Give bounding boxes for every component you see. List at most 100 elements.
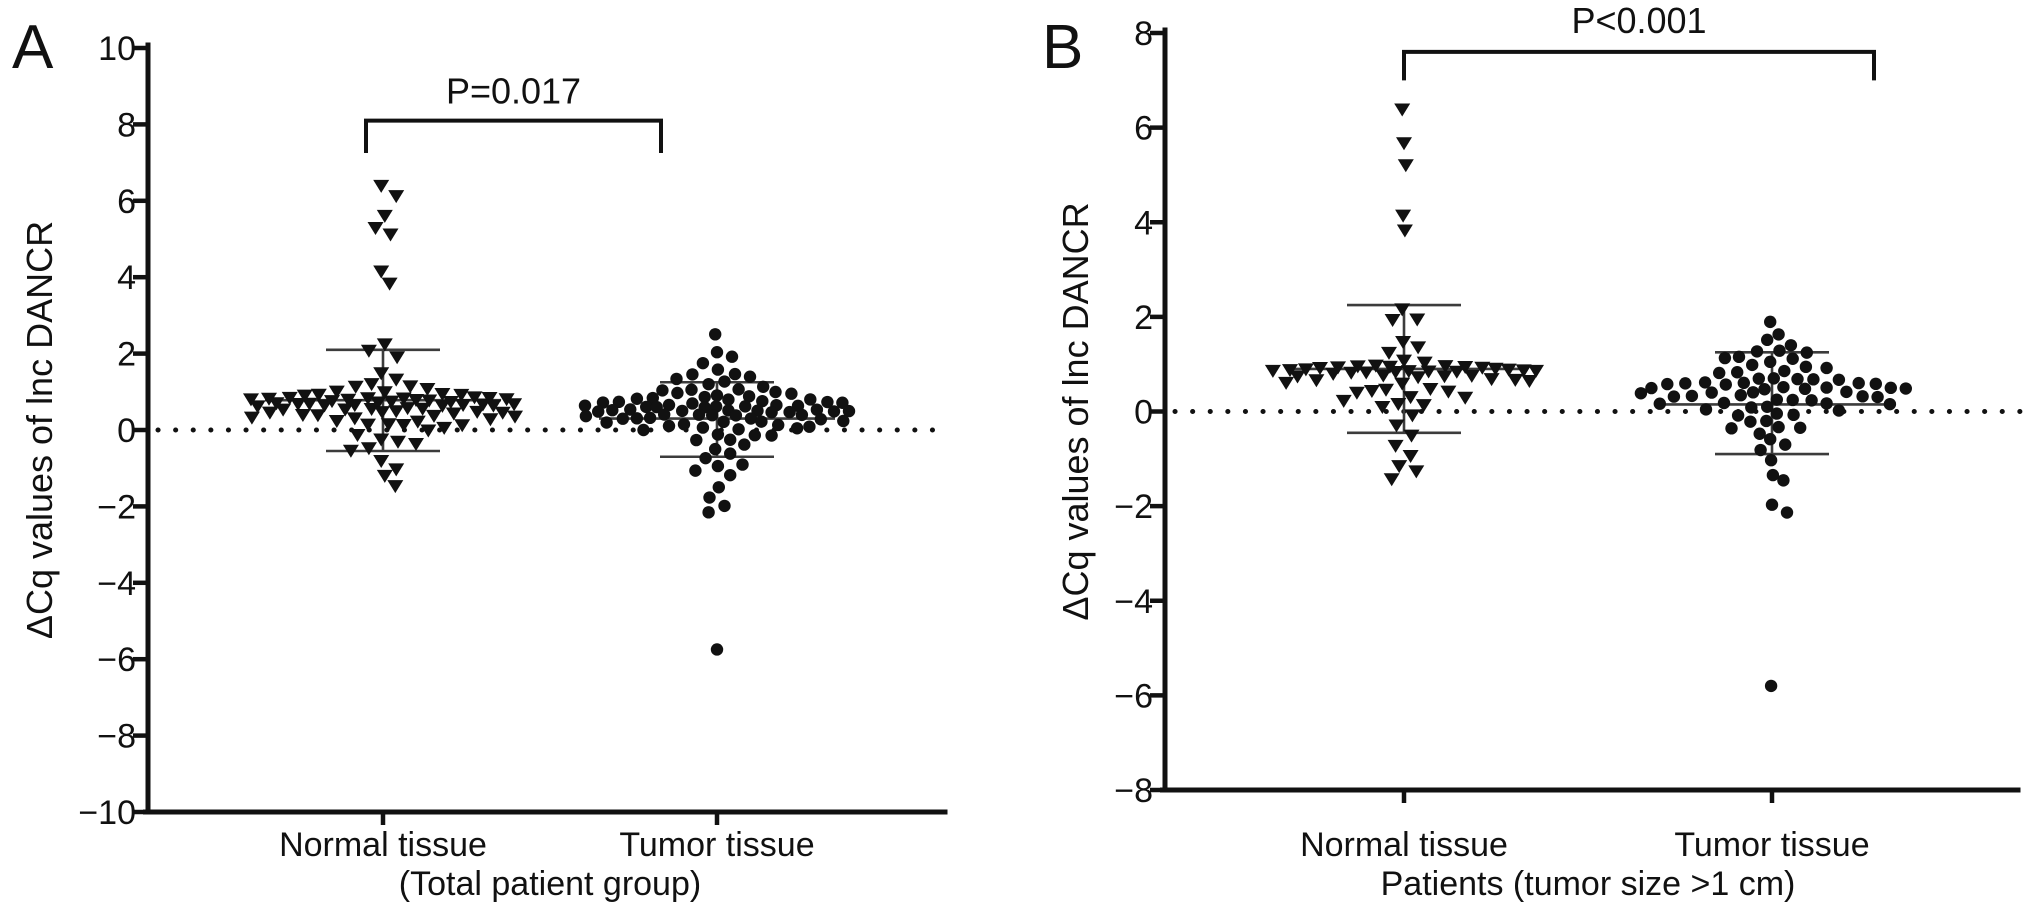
data-point — [1457, 391, 1474, 405]
data-point — [1761, 400, 1774, 413]
y-tick-label: 4 — [1134, 204, 1153, 242]
y-tick-label: 0 — [117, 412, 136, 450]
data-point — [1794, 421, 1807, 434]
data-point — [1367, 359, 1384, 373]
data-point — [1737, 376, 1750, 390]
data-point — [1507, 373, 1524, 387]
swarm-tumor — [578, 328, 856, 656]
data-point — [732, 383, 745, 396]
data-point — [1820, 361, 1833, 375]
data-point — [748, 429, 761, 442]
data-point — [1358, 366, 1375, 380]
data-point — [1645, 381, 1658, 395]
data-point — [373, 367, 390, 381]
data-point — [1420, 365, 1437, 379]
swarm-tumor — [1634, 315, 1912, 693]
data-point — [1770, 393, 1783, 406]
data-point — [1772, 328, 1785, 341]
data-point — [1312, 362, 1328, 376]
data-point — [1278, 376, 1295, 390]
data-point — [1422, 383, 1439, 397]
data-point — [1767, 372, 1780, 385]
data-point — [1758, 383, 1771, 396]
panel-b: 8 6 4 2 0 −2 −4 −6 −8 Normal tissue Tumor tissue Pa… — [1016, 0, 2032, 906]
data-point — [1396, 137, 1412, 151]
significance-bracket — [364, 118, 663, 154]
data-point — [743, 370, 757, 383]
data-point — [732, 423, 745, 436]
data-point — [1410, 371, 1427, 385]
data-point — [689, 464, 702, 477]
data-point — [434, 388, 451, 402]
data-point — [592, 405, 605, 418]
data-point — [1402, 449, 1419, 463]
category-label: Tumor tissue — [619, 826, 814, 864]
significance-bracket — [1402, 49, 1876, 81]
data-point — [387, 480, 404, 494]
data-point — [772, 418, 785, 432]
data-point — [363, 378, 380, 392]
data-point — [275, 403, 292, 417]
data-point — [1772, 420, 1785, 434]
data-point — [1731, 409, 1745, 422]
data-point — [1777, 380, 1790, 394]
data-point — [376, 469, 393, 483]
data-point — [1378, 383, 1394, 397]
data-point — [728, 367, 742, 381]
data-point — [1753, 427, 1766, 440]
data-point — [738, 438, 751, 451]
data-point — [388, 373, 405, 387]
data-point — [1457, 361, 1474, 375]
data-point — [1335, 394, 1352, 408]
data-point — [454, 419, 471, 433]
data-point — [1384, 314, 1401, 328]
data-point — [744, 412, 758, 425]
data-point — [1330, 361, 1346, 375]
data-point — [1698, 376, 1712, 389]
y-tick-label: −2 — [97, 488, 136, 526]
data-point — [718, 375, 731, 388]
data-point — [837, 414, 850, 428]
data-point — [402, 380, 419, 394]
data-point — [698, 390, 711, 404]
y-tick-label: −10 — [78, 794, 136, 832]
y-tick-label: 10 — [98, 30, 136, 68]
data-point — [414, 402, 431, 416]
data-point — [408, 393, 424, 407]
data-point — [643, 411, 657, 425]
data-point — [349, 429, 366, 443]
data-point — [373, 455, 390, 469]
data-point — [783, 405, 796, 419]
data-point — [709, 328, 722, 341]
data-point — [1734, 389, 1747, 402]
data-point — [1410, 341, 1427, 355]
data-point — [724, 447, 737, 460]
data-point — [579, 409, 593, 423]
data-point — [795, 408, 809, 422]
data-point — [709, 442, 722, 456]
data-point — [662, 398, 676, 412]
x-axis-caption: (Total patient group) — [399, 865, 701, 903]
data-point — [1679, 377, 1692, 390]
data-point — [1474, 361, 1491, 375]
data-point — [1264, 364, 1281, 378]
data-point — [373, 265, 390, 279]
data-point — [388, 405, 405, 419]
data-point — [1746, 386, 1760, 399]
data-point — [1856, 390, 1869, 403]
data-point — [725, 350, 739, 363]
data-point — [381, 277, 398, 291]
data-point — [328, 414, 345, 428]
data-point — [1289, 370, 1306, 384]
data-point — [294, 409, 311, 423]
data-point — [1780, 506, 1794, 519]
data-point — [1308, 374, 1325, 388]
data-point — [804, 393, 817, 406]
data-point — [373, 179, 390, 193]
data-point — [1800, 346, 1813, 359]
y-axis-title: ΔCq values of lnc DANCR — [19, 221, 60, 639]
data-point — [290, 397, 307, 411]
data-point — [1779, 438, 1792, 451]
data-point — [711, 459, 725, 473]
